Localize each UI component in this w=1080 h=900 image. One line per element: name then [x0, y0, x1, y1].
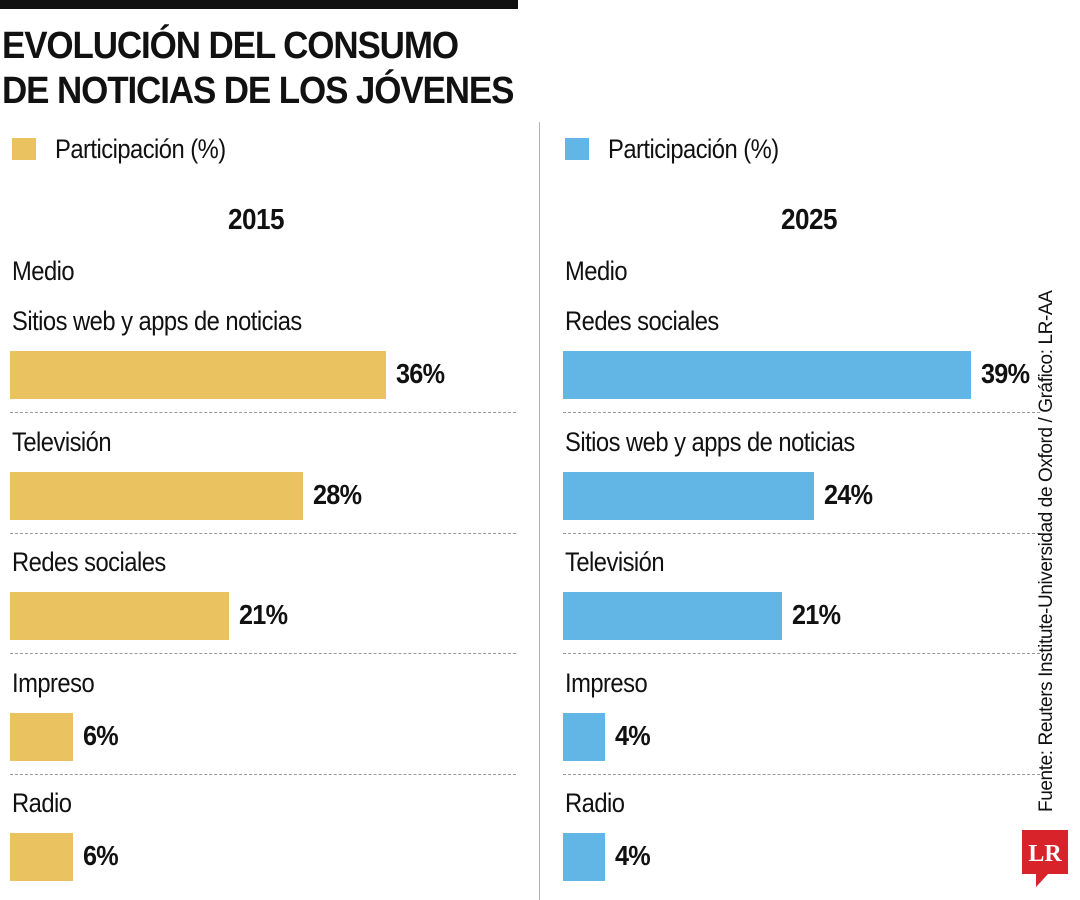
panel-2015: Participación (%) 2015 Medio Sitios web … — [0, 0, 525, 900]
bar — [563, 351, 971, 399]
bar-value-label: 36% — [396, 358, 445, 389]
bar-value-label: 21% — [792, 599, 841, 630]
bar — [563, 712, 605, 761]
lr-logo-icon: LR — [1022, 830, 1068, 887]
category-label: Impreso — [565, 667, 648, 698]
category-label: Televisión — [12, 426, 112, 457]
bar-value-label: 24% — [823, 478, 873, 510]
top-rule — [0, 0, 518, 9]
category-header-2015: Medio — [12, 256, 75, 286]
category-header-2025: Medio — [565, 256, 628, 286]
bar-value-label: 6% — [82, 840, 119, 871]
year-heading-2015: 2015 — [228, 204, 284, 236]
row-separator — [563, 773, 1040, 775]
chart-title-line-1: EVOLUCIÓN DEL CONSUMO — [2, 25, 459, 67]
lr-logo-shape — [1022, 830, 1068, 887]
category-label: Sitios web y apps de noticias — [12, 306, 302, 336]
lr-logo-text: LR — [1028, 841, 1062, 867]
legend-2015: Participación (%) — [12, 132, 249, 166]
source-note: Fuente: Reuters Institute-Universidad de… — [1036, 290, 1057, 812]
bar-value-label: 6% — [82, 719, 119, 751]
row-separator — [563, 412, 1040, 413]
category-label: Radio — [565, 788, 625, 818]
bar-value-label: 39% — [980, 358, 1030, 389]
panel-2025: Participación (%) 2025 Medio Redes socia… — [553, 0, 1040, 900]
bar — [563, 592, 783, 640]
category-label: Radio — [12, 788, 72, 818]
bar-value-label: 4% — [614, 719, 651, 751]
bar — [563, 833, 605, 881]
bar — [10, 592, 230, 640]
year-heading-2025: 2025 — [781, 204, 837, 236]
bar-value-label: 28% — [312, 478, 362, 510]
bar — [563, 471, 814, 520]
chart-title-line-2: DE NOTICIAS DE LOS JÓVENES — [2, 70, 514, 112]
bar-value-label: 4% — [614, 840, 651, 871]
row-separator — [10, 653, 516, 654]
category-label: Impreso — [12, 667, 95, 698]
bar — [10, 712, 73, 761]
row-separator — [10, 773, 516, 775]
legend-label-2025: Participación (%) — [608, 133, 779, 164]
category-label: Sitios web y apps de noticias — [565, 426, 855, 457]
category-label: Redes sociales — [565, 306, 719, 336]
bar — [10, 471, 303, 520]
row-separator — [563, 653, 1040, 654]
category-label: Televisión — [565, 547, 665, 577]
legend-label-2015: Participación (%) — [55, 133, 226, 164]
row-separator — [563, 532, 1040, 534]
bar — [10, 833, 73, 881]
legend-swatch-2015 — [12, 138, 36, 160]
bar — [10, 351, 387, 399]
row-separator — [10, 532, 516, 534]
chart-title: EVOLUCIÓN DEL CONSUMO DE NOTICIAS DE LOS… — [2, 24, 517, 114]
legend-2025: Participación (%) — [565, 132, 802, 166]
row-separator — [10, 412, 516, 413]
bar-value-label: 21% — [239, 599, 288, 630]
panel-divider — [539, 122, 540, 900]
category-label: Redes sociales — [12, 547, 166, 577]
legend-swatch-2025 — [565, 138, 589, 160]
